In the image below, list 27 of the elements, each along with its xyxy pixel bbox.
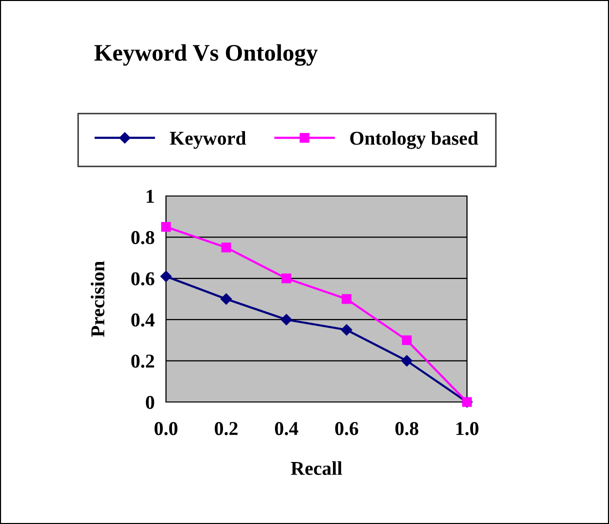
x-tick-label: 0.2 (214, 422, 238, 436)
point (161, 222, 171, 232)
y-tick-label: 0.6 (131, 272, 154, 286)
point (280, 314, 292, 326)
x-tick-label: 1.0 (456, 422, 478, 436)
y-axis-title: Precision (90, 261, 104, 337)
chart-title: Keyword Vs Ontology (94, 44, 318, 66)
point (401, 355, 412, 366)
x-tick-label: 0.8 (395, 422, 418, 436)
x-tick-label: 0.4 (274, 422, 298, 436)
point (340, 324, 352, 336)
point (402, 335, 412, 346)
y-tick-label: 0.8 (131, 231, 154, 244)
legend-label: Keyword (170, 131, 246, 149)
y-tick-label: 0.4 (131, 313, 155, 327)
y-tick-label: 0.2 (131, 354, 154, 368)
y-tick-label: 0 (146, 396, 154, 409)
y-tick-label: 1 (146, 190, 154, 203)
point (221, 242, 232, 252)
legend-label: Ontology based (350, 131, 478, 149)
point (342, 294, 352, 304)
x-tick-label: 0.0 (154, 422, 178, 436)
point (160, 270, 172, 282)
point (282, 274, 292, 284)
x-axis-title: Recall (290, 461, 342, 475)
point (220, 293, 232, 305)
x-tick-label: 0.6 (335, 422, 358, 436)
